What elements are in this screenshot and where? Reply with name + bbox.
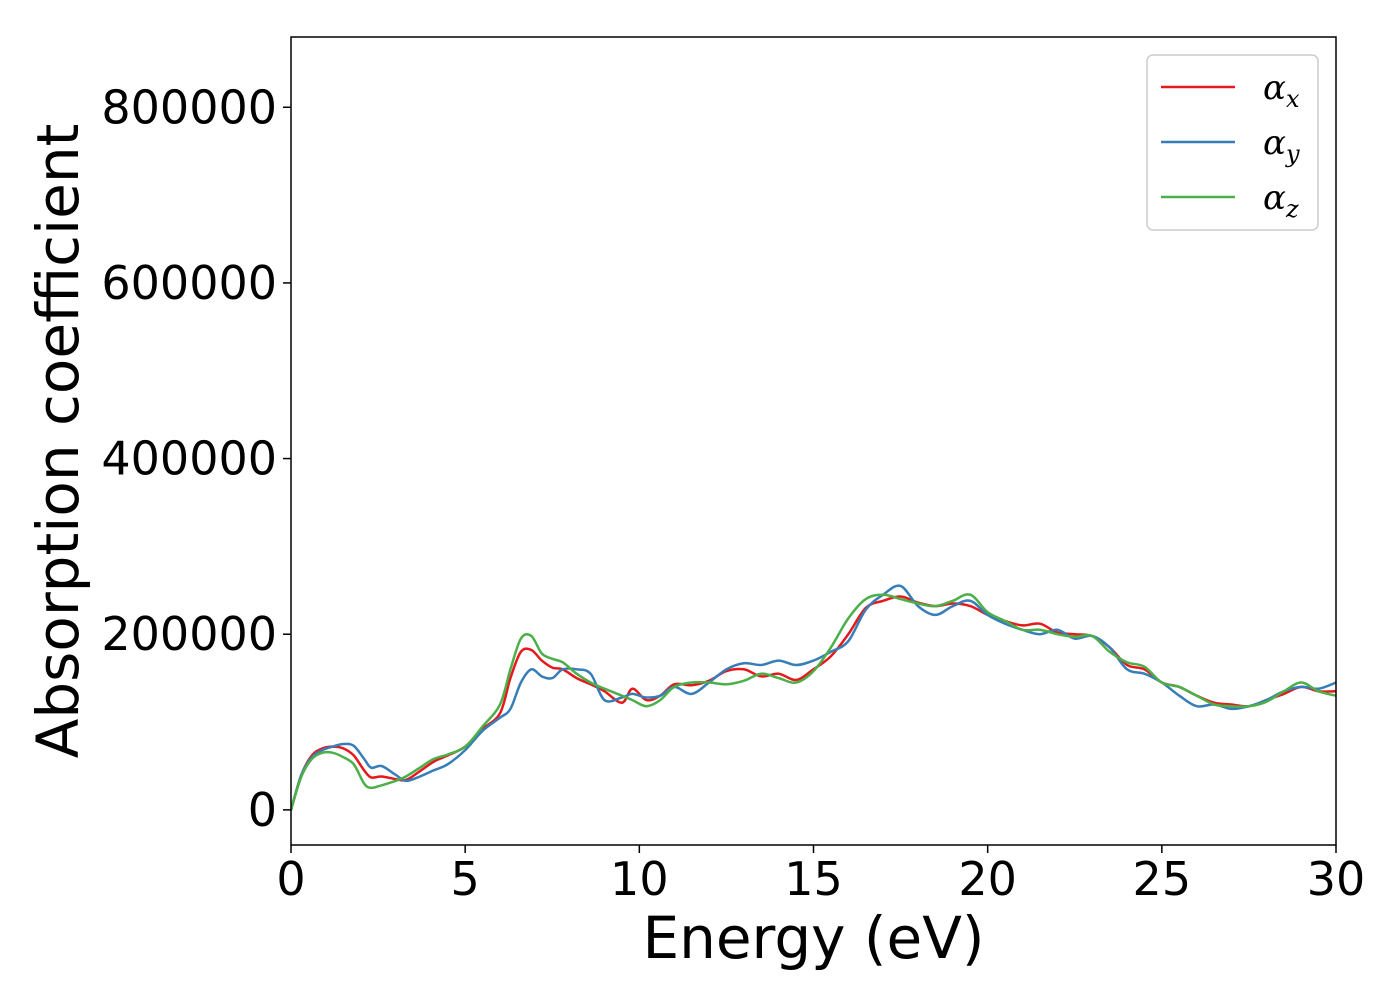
x-tick-label: 30 [1307, 852, 1366, 906]
x-tick-label: 5 [451, 852, 480, 906]
x-tick-label: 10 [610, 852, 669, 906]
legend-label-sub: x [1286, 85, 1300, 113]
series-line-z [291, 593, 1336, 812]
legend-label-sub: y [1285, 140, 1300, 168]
legend-label-sub: z [1285, 195, 1299, 223]
x-tick-label: 15 [784, 852, 843, 906]
legend-label-main: α [1263, 178, 1286, 218]
x-tick-label: 25 [1133, 852, 1192, 906]
y-axis-title: Absorption coefficient [24, 124, 92, 759]
legend-label-x: αx [1263, 68, 1300, 113]
series-line-x [291, 595, 1336, 812]
series-line-y [291, 584, 1336, 812]
legend-label-y: αy [1263, 123, 1300, 168]
y-tick-label: 600000 [101, 256, 277, 310]
x-axis-title: Energy (eV) [642, 904, 984, 972]
legend-label-main: α [1263, 123, 1286, 163]
y-tick-label: 0 [248, 783, 277, 837]
y-tick-label: 800000 [101, 80, 277, 134]
x-tick-label: 20 [958, 852, 1017, 906]
plot-layer [291, 584, 1336, 812]
legend-label-z: αz [1263, 178, 1299, 223]
x-axis: 0 5 10 15 20 25 30 [276, 845, 1365, 906]
legend-label-main: α [1263, 68, 1286, 108]
y-tick-label: 200000 [101, 607, 277, 661]
x-tick-label: 0 [276, 852, 305, 906]
y-tick-label: 400000 [101, 432, 277, 486]
y-axis: 0 200000 400000 600000 800000 [101, 80, 291, 837]
